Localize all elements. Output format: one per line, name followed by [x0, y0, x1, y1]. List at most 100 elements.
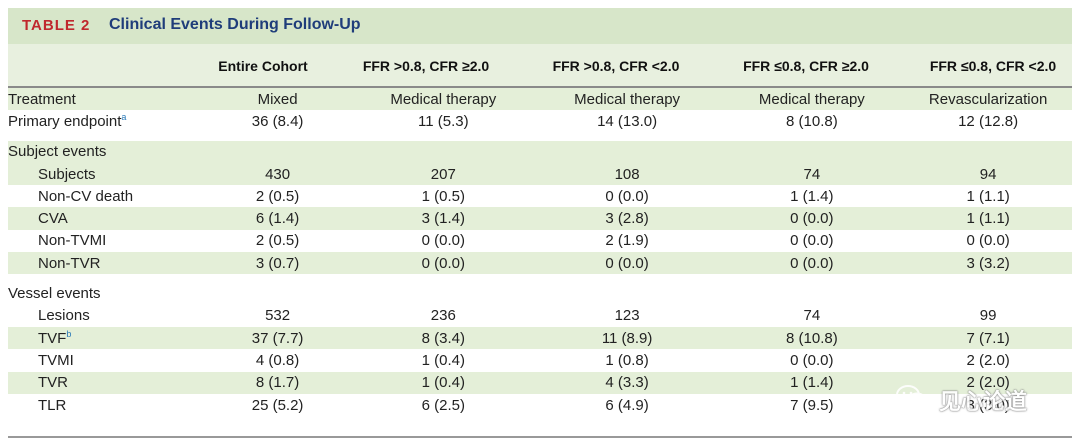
table-cell: 123	[614, 307, 640, 325]
table-cell: 236	[430, 307, 456, 325]
table-cell: 14 (13.0)	[597, 112, 658, 130]
table-cell: 1 (0.5)	[421, 187, 465, 205]
table-cell: Medical therapy	[719, 88, 905, 111]
row-label: TVMI	[38, 351, 74, 369]
table-cell: 1 (0.4)	[351, 371, 535, 394]
table-row-noncv-death: Non-CV death 2 (0.5) 1 (0.5) 0 (0.0) 1 (…	[8, 185, 1072, 207]
table-cell: 532	[265, 307, 291, 325]
row-label: CVA	[8, 207, 204, 230]
watermark: 见心论道	[895, 380, 1055, 420]
table-cell: 108	[534, 162, 720, 186]
row-label-text: Primary endpoint	[8, 113, 122, 131]
table-cell: 3 (3.0)	[966, 396, 1010, 414]
table-row-subject-events-header: Subject events	[8, 140, 1072, 163]
table-cell: 11 (8.9)	[534, 326, 720, 350]
table-cell: 430	[203, 162, 352, 186]
section-heading: Vessel events	[8, 285, 101, 303]
table-cell: 207	[351, 162, 535, 186]
table-cell: 8 (10.8)	[786, 112, 838, 130]
table-cell: 6 (2.5)	[421, 396, 465, 414]
table-cell: 2 (0.5)	[255, 232, 300, 250]
table-cell: 7 (9.5)	[790, 396, 834, 414]
table-row-cva: CVA 6 (1.4) 3 (1.4) 3 (2.8) 0 (0.0) 1 (1…	[8, 207, 1072, 230]
data-table: Treatment Mixed Medical therapy Medical …	[8, 88, 1072, 416]
table-cell: 25 (5.2)	[251, 396, 304, 414]
row-label: Non-TVMI	[38, 232, 107, 250]
table-cell: 0 (0.0)	[534, 252, 720, 275]
section-heading: Subject events	[8, 140, 1072, 163]
table-cell: Medical therapy	[351, 88, 535, 111]
column-header-entire-cohort: Entire Cohort	[218, 58, 308, 74]
table-cell: 2 (0.5)	[255, 187, 300, 205]
column-header-ffr-high-cfr-high: FFR >0.8, CFR ≥2.0	[362, 58, 490, 74]
table-cell: 8 (1.7)	[203, 371, 352, 394]
table-cell: 4 (3.3)	[534, 371, 720, 394]
table-row-tlr: TLR 25 (5.2) 6 (2.5) 6 (4.9) 7 (9.5) 3 (…	[8, 394, 1072, 416]
table-cell: 94	[904, 162, 1072, 186]
table-cell: 2 (2.0)	[904, 371, 1072, 394]
row-label: Non-CV death	[38, 187, 134, 205]
footnote-marker[interactable]: b	[66, 329, 72, 340]
table-cell: 74	[803, 307, 821, 325]
table-cell: 1 (0.4)	[421, 351, 465, 369]
row-label: TVFb	[8, 326, 204, 350]
table-cell: 7 (7.1)	[904, 326, 1072, 350]
table-cell: 12 (12.8)	[958, 112, 1019, 130]
table-row-vessel-events-header: Vessel events	[8, 282, 1072, 304]
table-row-tvmi: TVMI 4 (0.8) 1 (0.4) 1 (0.8) 0 (0.0) 2 (…	[8, 349, 1072, 371]
table-cell: 3 (1.4)	[351, 207, 535, 230]
table-cell: 99	[979, 307, 997, 325]
table-cell: Revascularization	[904, 88, 1072, 111]
table-cell: 1 (1.4)	[790, 187, 834, 205]
table-cell: 37 (7.7)	[203, 326, 352, 350]
row-label: TVR	[8, 371, 204, 394]
table-cell: 0 (0.0)	[719, 252, 905, 275]
table-cell: 0 (0.0)	[421, 232, 465, 250]
table-cell: 4 (0.8)	[255, 351, 300, 369]
table-cell: 3 (3.2)	[904, 252, 1072, 275]
table-row-treatment: Treatment Mixed Medical therapy Medical …	[8, 88, 1072, 111]
table-row-tvf: TVFb 37 (7.7) 8 (3.4) 11 (8.9) 8 (10.8) …	[8, 326, 1072, 350]
table-cell: 0 (0.0)	[719, 207, 905, 230]
row-label: Subjects	[8, 162, 204, 186]
table-cell: 0 (0.0)	[790, 351, 834, 369]
table-cell: 0 (0.0)	[605, 187, 649, 205]
row-label: Non-TVR	[8, 252, 204, 275]
table-cell: 0 (0.0)	[966, 232, 1010, 250]
table-cell: 3 (0.7)	[203, 252, 352, 275]
table-cell: Medical therapy	[534, 88, 720, 111]
table-cell: 0 (0.0)	[351, 252, 535, 275]
table-cell: 8 (10.8)	[719, 326, 905, 350]
row-label: Lesions	[38, 307, 90, 325]
table-cell: 36 (8.4)	[251, 112, 304, 130]
row-label: Primary endpointa	[8, 110, 203, 132]
table-cell: 1 (0.8)	[605, 351, 649, 369]
table-cell: 0 (0.0)	[790, 232, 834, 250]
table-row-primary-endpoint: Primary endpointa 36 (8.4) 11 (5.3) 14 (…	[8, 110, 1072, 132]
table-cell: 1 (1.1)	[904, 207, 1072, 230]
table-row-lesions: Lesions 532 236 123 74 99	[8, 305, 1072, 327]
table-bottom-rule	[8, 436, 1072, 438]
table-row-nontvmi: Non-TVMI 2 (0.5) 0 (0.0) 2 (1.9) 0 (0.0)…	[8, 230, 1072, 252]
table-title-bar: TABLE 2 Clinical Events During Follow-Up	[8, 8, 1072, 46]
table-row-subjects: Subjects 430 207 108 74 94	[8, 162, 1072, 186]
table-cell: 1 (1.1)	[966, 187, 1010, 205]
table-title: Clinical Events During Follow-Up	[109, 16, 361, 33]
table-cell: 3 (2.8)	[534, 207, 720, 230]
row-label: Treatment	[8, 88, 204, 111]
table-cell: 11 (5.3)	[418, 112, 469, 130]
column-header-row: Entire Cohort FFR >0.8, CFR ≥2.0 FFR >0.…	[8, 44, 1072, 88]
row-label-text: TVF	[38, 330, 67, 348]
footnote-marker[interactable]: a	[121, 112, 127, 123]
table-cell: Mixed	[203, 88, 352, 111]
table-row-tvr: TVR 8 (1.7) 1 (0.4) 4 (3.3) 1 (1.4) 2 (2…	[8, 371, 1072, 394]
table-cell: 6 (4.9)	[605, 396, 649, 414]
column-header-ffr-high-cfr-low: FFR >0.8, CFR <2.0	[552, 58, 680, 74]
table-cell: 2 (1.9)	[605, 232, 649, 250]
wechat-icon	[896, 385, 927, 410]
table-number: TABLE 2	[22, 17, 91, 34]
watermark-text: 见心论道	[939, 389, 1028, 414]
table-cell: 8 (3.4)	[351, 326, 535, 350]
column-header-ffr-low-cfr-high: FFR ≤0.8, CFR ≥2.0	[743, 58, 869, 74]
